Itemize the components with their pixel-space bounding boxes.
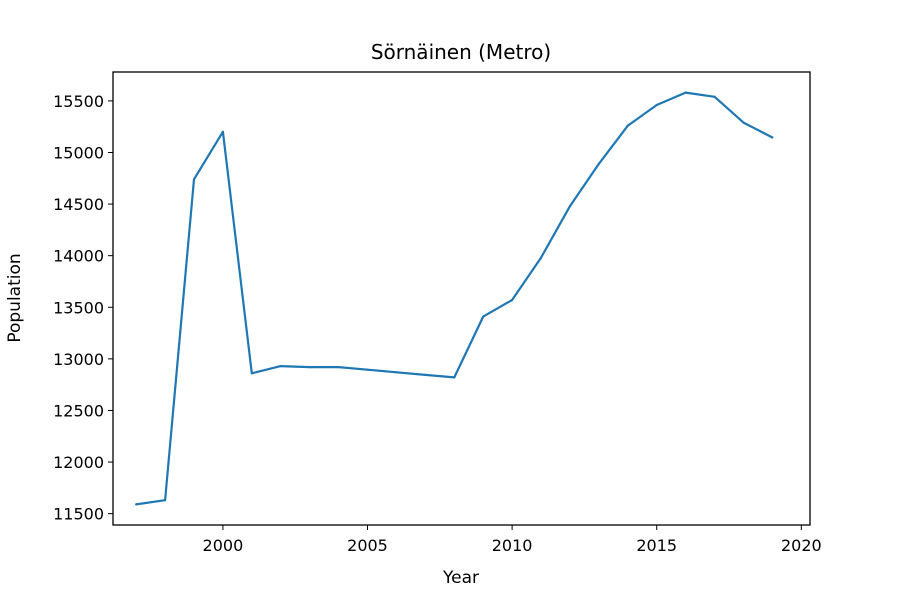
plot-area [135,91,774,506]
data-point [626,124,629,127]
data-point [395,371,398,374]
x-axis: 2000 2005 2010 2015 2020 [203,525,822,555]
data-point [597,162,600,165]
data-point [511,298,514,302]
y-axis: 11500 12000 12500 13000 13500 14000 14500 15000… [53,92,113,524]
y-tick-label: 12000 [53,453,104,472]
y-axis-title: Population [5,253,25,342]
data-point [250,372,253,375]
y-tick-label: 13000 [53,350,104,369]
data-point [655,103,658,107]
plot-frame [112,71,811,526]
data-point [424,373,427,376]
chart-title: Sörnäinen (Metro) [371,40,551,64]
y-tick-label: 14000 [53,247,104,266]
x-tick-label: 2015 [636,536,677,555]
series-line [135,91,773,506]
data-point [135,503,138,506]
y-tick-label: 15000 [53,143,104,162]
x-tick-label: 2005 [347,536,388,555]
y-tick-label: 11500 [53,505,104,524]
data-point [482,315,485,318]
y-tick-label: 12500 [53,401,104,420]
x-axis-title: Year [442,568,479,588]
y-tick-label: 13500 [53,298,104,317]
data-point [221,130,225,133]
data-point [337,366,340,369]
data-point [684,91,687,94]
x-tick-label: 2020 [781,536,822,555]
y-tick-label: 14500 [53,195,104,214]
data-point [568,205,572,208]
data-point [279,364,282,368]
x-tick-label: 2000 [203,536,244,555]
data-point [742,121,745,124]
data-point [539,256,543,259]
x-tick-label: 2010 [492,536,533,555]
data-point [771,136,774,139]
data-point [308,366,311,369]
y-tick-label: 15500 [53,92,104,111]
data-point [192,178,196,181]
data-point [366,368,369,371]
data-point [163,499,167,502]
data-point [453,376,456,379]
data-point [713,95,716,98]
